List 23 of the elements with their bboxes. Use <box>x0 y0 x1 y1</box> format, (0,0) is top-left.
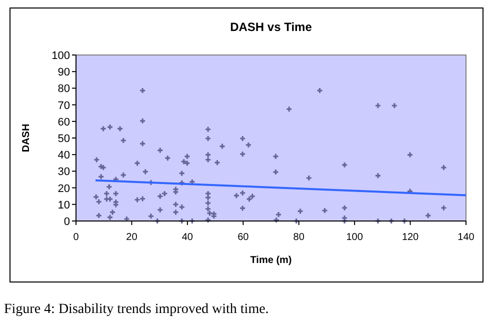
x-tick-label: 40 <box>182 232 194 243</box>
y-tick-label: 10 <box>58 199 70 212</box>
y-tick-label: 50 <box>58 133 70 145</box>
y-tick-label: 60 <box>58 116 70 128</box>
y-axis-title: DASH <box>21 124 32 152</box>
x-tick-label: 100 <box>346 232 364 243</box>
caption: Figure 4: Disability trends improved with time. <box>4 302 269 317</box>
y-tick-label: 80 <box>58 83 70 96</box>
y-tick-label: 40 <box>58 150 70 162</box>
x-tick-label: 20 <box>126 232 138 243</box>
y-tick-label: 70 <box>58 100 70 112</box>
x-tick-label: 0 <box>73 232 80 243</box>
y-tick-label: 30 <box>58 166 70 178</box>
x-tick-label: 120 <box>402 232 420 243</box>
x-tick-label: 60 <box>238 232 250 243</box>
y-tick-label: 100 <box>52 50 70 62</box>
x-tick-label: 140 <box>458 232 475 243</box>
x-axis-title: Time (m) <box>250 255 292 266</box>
chart-title: DASH vs Time <box>230 20 312 34</box>
x-tick-label: 80 <box>293 232 305 243</box>
y-tick-label: 20 <box>58 182 70 195</box>
y-tick-label: 90 <box>58 66 70 79</box>
y-tick-label: 0 <box>64 216 70 228</box>
